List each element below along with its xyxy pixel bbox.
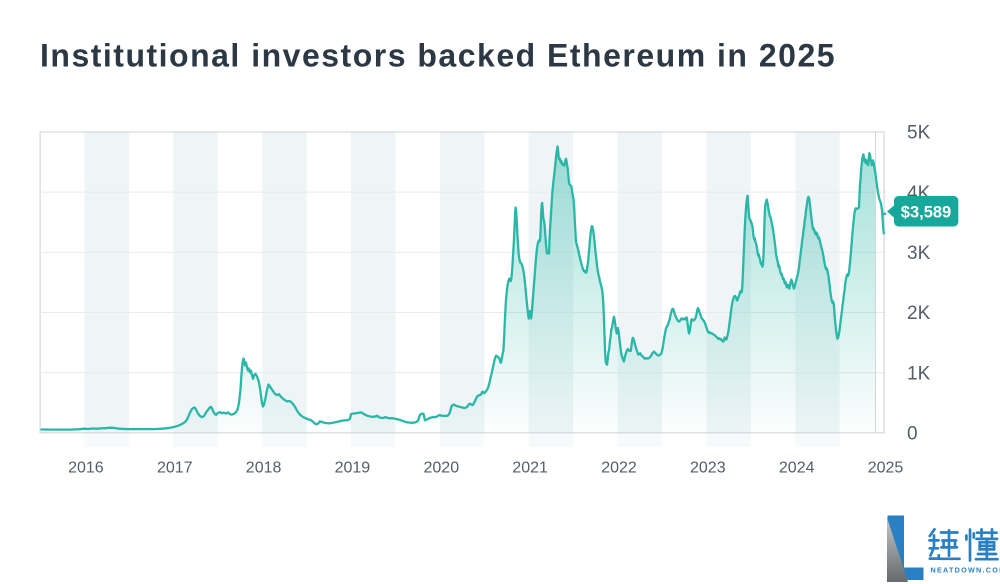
svg-text:3K: 3K	[907, 243, 931, 264]
svg-text:2023: 2023	[690, 460, 726, 477]
svg-text:2019: 2019	[335, 460, 371, 477]
svg-text:2K: 2K	[907, 303, 931, 324]
svg-text:2024: 2024	[779, 460, 815, 477]
svg-text:Institutional investors backed: Institutional investors backed Ethereum …	[40, 38, 836, 74]
svg-text:2017: 2017	[157, 460, 193, 477]
svg-text:0: 0	[907, 424, 918, 445]
svg-text:2016: 2016	[68, 460, 104, 477]
svg-text:2018: 2018	[246, 460, 282, 477]
svg-text:1K: 1K	[907, 363, 931, 384]
svg-text:2021: 2021	[512, 460, 548, 477]
svg-text:NEATDOWN.COM: NEATDOWN.COM	[931, 566, 1000, 575]
svg-text:$3,589: $3,589	[901, 204, 951, 222]
svg-text:2020: 2020	[424, 460, 460, 477]
svg-text:5K: 5K	[907, 123, 931, 144]
svg-text:2022: 2022	[601, 460, 637, 477]
svg-text:2025: 2025	[868, 460, 904, 477]
